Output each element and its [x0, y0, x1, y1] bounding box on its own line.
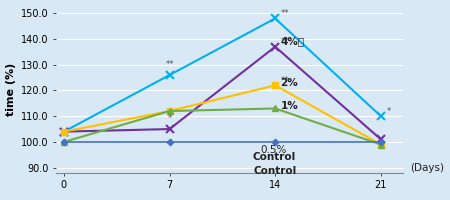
- Text: **: **: [165, 60, 174, 69]
- Text: *: *: [387, 107, 391, 116]
- Text: *: *: [167, 114, 172, 123]
- Text: 4%梅: 4%梅: [280, 37, 305, 47]
- Text: 2%: 2%: [280, 78, 298, 88]
- Y-axis label: time (%): time (%): [5, 63, 16, 116]
- Text: 0.5%: 0.5%: [260, 145, 287, 155]
- Text: **: **: [281, 9, 290, 18]
- Text: **: **: [281, 76, 290, 85]
- Text: **: **: [281, 37, 290, 46]
- Text: Control: Control: [253, 166, 297, 176]
- Text: (Days): (Days): [410, 163, 445, 173]
- Text: 1%: 1%: [280, 101, 298, 111]
- Text: Control: Control: [252, 152, 296, 162]
